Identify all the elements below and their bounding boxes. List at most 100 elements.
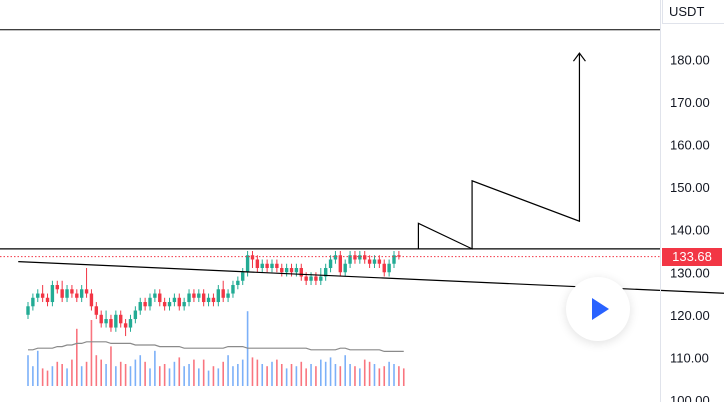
volume-bar: [305, 368, 307, 386]
volume-bar: [383, 366, 386, 386]
projection-path: [417, 53, 581, 250]
price-tick-label: 130.00: [670, 265, 710, 280]
volume-bar: [119, 361, 122, 386]
volume-bar: [344, 355, 346, 386]
candle-body: [84, 289, 89, 294]
volume-bar: [280, 364, 283, 386]
candle-body: [309, 276, 313, 281]
candle-body: [187, 293, 191, 303]
candle-body: [363, 255, 367, 260]
candle-body: [197, 293, 201, 298]
candle-body: [109, 319, 113, 328]
descending-trendline: [18, 261, 724, 294]
volume-bar: [178, 357, 181, 386]
candle-body: [241, 272, 245, 281]
replay-play-button[interactable]: [566, 277, 630, 341]
volume-bar: [227, 355, 229, 386]
candle-body: [328, 259, 333, 268]
candle-body: [79, 289, 84, 298]
candle-body: [216, 289, 221, 303]
price-tick-label: 110.00: [670, 350, 709, 365]
volume-bar: [373, 364, 376, 386]
volume-bar: [261, 364, 264, 386]
price-tick-label: 180.00: [670, 53, 710, 68]
price-axis-ticks: 180.00 170.00 160.00 150.00 140.00 130.00 120.…: [670, 53, 710, 402]
volume-bar: [310, 364, 312, 386]
volume-bar: [32, 366, 34, 386]
candle-body: [255, 259, 260, 268]
volume-bar: [241, 359, 244, 386]
volume-bar: [202, 359, 205, 386]
volume-bar: [71, 359, 73, 386]
volume-bar: [285, 368, 288, 386]
candle-body: [353, 255, 357, 260]
candle-body: [40, 293, 45, 298]
volume-bar: [46, 370, 49, 386]
volume-bar: [295, 366, 298, 386]
candle-body: [162, 302, 167, 307]
volume-bar: [324, 361, 327, 386]
candle-body: [372, 259, 377, 264]
volume-bar: [354, 366, 356, 386]
candle-body: [284, 268, 289, 273]
volume-bar: [154, 350, 156, 386]
candle-body: [392, 255, 396, 264]
candle-body: [397, 255, 401, 257]
candle-body: [338, 255, 343, 273]
candle-body: [114, 314, 118, 328]
volume-bar: [251, 357, 254, 386]
volume-bar: [290, 364, 293, 386]
volume-bar: [378, 368, 381, 386]
price-tick-label: 140.00: [670, 223, 710, 238]
candle-body: [70, 289, 74, 294]
candle-body: [270, 263, 274, 268]
price-tick-label: 100.00: [670, 393, 710, 402]
volume-bar: [95, 355, 98, 386]
volume-bar: [115, 366, 117, 386]
volume-bar: [56, 361, 59, 386]
volume-bar: [188, 364, 190, 386]
volume-bar: [134, 359, 137, 386]
volume-bar: [329, 357, 332, 386]
candle-body: [275, 263, 279, 268]
price-tick-label: 160.00: [670, 138, 710, 153]
volume-bar: [41, 368, 44, 386]
volume-bar: [110, 346, 112, 386]
volume-bar: [368, 361, 371, 386]
volume-bar: [256, 359, 259, 386]
candle-body: [99, 314, 103, 324]
candle-body: [260, 263, 264, 268]
candle-body: [323, 268, 328, 277]
volume-bar: [276, 359, 278, 386]
volume-bar: [398, 366, 400, 386]
volume-bar: [271, 361, 273, 386]
candle-body: [104, 319, 108, 324]
candle-body: [60, 289, 64, 298]
candle-body: [377, 259, 382, 264]
volume-bar: [27, 355, 29, 386]
volume-bar: [320, 359, 322, 386]
candle-body: [119, 314, 123, 324]
volume-bar: [217, 368, 220, 386]
volume-bar: [222, 361, 224, 386]
price-tick-label: 120.00: [670, 308, 710, 323]
candle-body: [50, 285, 55, 303]
candle-body: [319, 276, 323, 281]
volume-bar: [402, 368, 405, 386]
candle-body: [172, 297, 177, 303]
volume-bar: [183, 366, 185, 386]
volume-bar: [51, 366, 54, 386]
candle-body: [226, 293, 230, 298]
price-axis-separator: [660, 0, 661, 402]
candle-body: [358, 255, 362, 260]
candles: [26, 250, 401, 337]
candle-body: [250, 255, 255, 260]
candle-body: [333, 255, 338, 260]
candle-body: [182, 302, 186, 307]
candle-body: [294, 268, 299, 273]
volume-bar: [388, 361, 390, 386]
candle-body: [148, 297, 152, 307]
candle-body: [123, 323, 128, 328]
price-tick-label: 170.00: [670, 95, 710, 110]
